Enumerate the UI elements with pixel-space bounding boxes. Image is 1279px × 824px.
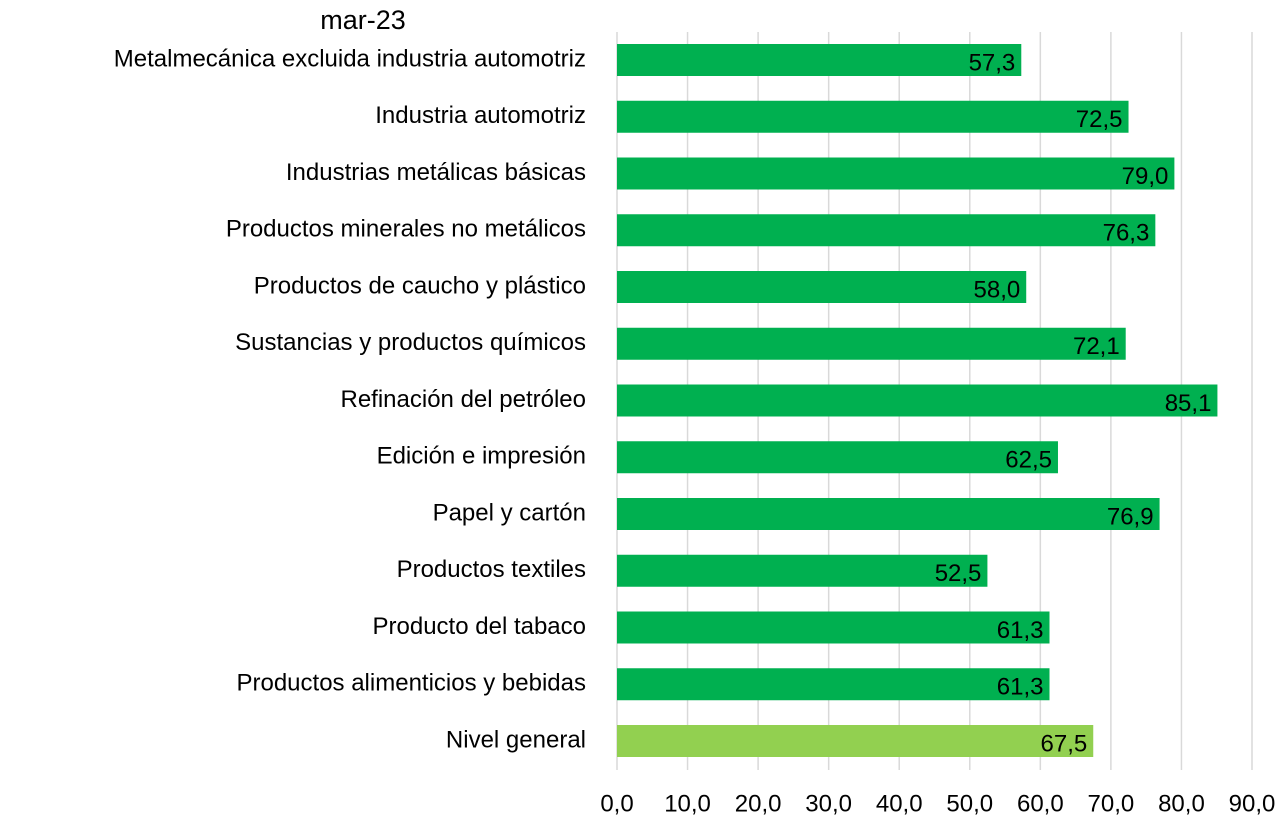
x-tick-label: 60,0 bbox=[1017, 790, 1064, 817]
y-tick-label: Edición e impresión bbox=[377, 443, 586, 470]
x-tick-label: 0,0 bbox=[600, 790, 633, 817]
value-label: 72,1 bbox=[1073, 333, 1120, 360]
value-label: 76,9 bbox=[1107, 503, 1154, 530]
y-tick-label: Industrias metálicas básicas bbox=[286, 159, 586, 186]
y-tick-label: Papel y cartón bbox=[433, 499, 586, 526]
value-label: 79,0 bbox=[1122, 163, 1169, 190]
value-label: 85,1 bbox=[1165, 390, 1212, 417]
x-tick-label: 10,0 bbox=[664, 790, 711, 817]
bar bbox=[617, 611, 1050, 644]
value-label: 52,5 bbox=[935, 560, 982, 587]
bar bbox=[617, 271, 1027, 303]
bar bbox=[617, 157, 1175, 190]
value-label: 57,3 bbox=[969, 49, 1016, 76]
x-tick-label: 50,0 bbox=[946, 790, 993, 817]
y-tick-label: Productos textiles bbox=[397, 556, 586, 583]
bar bbox=[617, 44, 1022, 76]
value-label: 76,3 bbox=[1103, 220, 1150, 247]
y-tick-label: Metalmecánica excluida industria automot… bbox=[114, 45, 586, 72]
value-label: 61,3 bbox=[997, 617, 1044, 644]
value-label: 67,5 bbox=[1041, 730, 1088, 757]
bar bbox=[617, 498, 1160, 530]
bar bbox=[617, 725, 1094, 757]
y-tick-label: Nivel general bbox=[446, 726, 586, 753]
bar bbox=[617, 214, 1156, 247]
x-tick-label: 30,0 bbox=[805, 790, 852, 817]
value-label: 72,5 bbox=[1076, 106, 1123, 133]
bar bbox=[617, 554, 988, 587]
x-tick-label: 70,0 bbox=[1088, 790, 1135, 817]
bar bbox=[617, 668, 1050, 701]
x-tick-label: 20,0 bbox=[735, 790, 782, 817]
y-tick-label: Refinación del petróleo bbox=[341, 386, 587, 413]
value-label: 58,0 bbox=[974, 276, 1021, 303]
bar bbox=[617, 100, 1129, 133]
x-tick-label: 90,0 bbox=[1229, 790, 1276, 817]
bar bbox=[617, 384, 1218, 417]
x-tick-label: 40,0 bbox=[876, 790, 923, 817]
y-tick-label: Productos minerales no metálicos bbox=[226, 216, 586, 243]
chart-title: mar-23 bbox=[320, 5, 406, 35]
value-label: 61,3 bbox=[997, 674, 1044, 701]
y-tick-label: Industria automotriz bbox=[375, 102, 586, 129]
x-tick-label: 80,0 bbox=[1158, 790, 1205, 817]
value-label: 62,5 bbox=[1005, 447, 1052, 474]
y-tick-label: Sustancias y productos químicos bbox=[235, 329, 586, 356]
y-tick-label: Productos alimenticios y bebidas bbox=[236, 670, 586, 697]
y-tick-label: Producto del tabaco bbox=[373, 613, 586, 640]
bar bbox=[617, 327, 1126, 360]
bar bbox=[617, 441, 1058, 474]
y-tick-label: Productos de caucho y plástico bbox=[254, 272, 586, 299]
